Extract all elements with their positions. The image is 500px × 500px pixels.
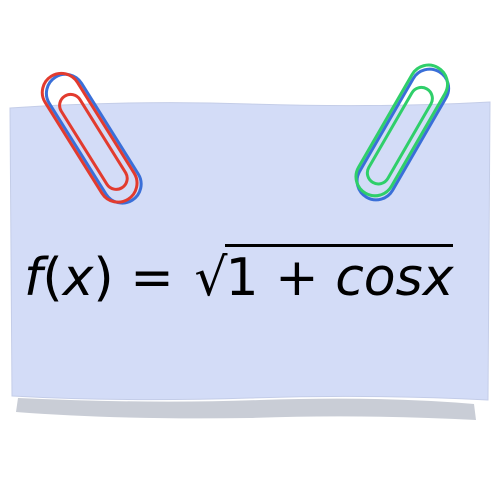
formula: f(x) = √1 + cosx	[24, 243, 484, 313]
plus-sign: +	[275, 248, 319, 308]
open-paren: (	[42, 248, 63, 308]
note-paper	[9, 101, 491, 401]
constant: 1	[225, 248, 259, 308]
close-paren: )	[93, 248, 114, 308]
left-paperclip-icon	[40, 71, 143, 205]
cos-term: cosx	[335, 248, 454, 308]
right-paperclip-icon	[354, 63, 451, 202]
function-name: f	[24, 248, 43, 308]
radical-sign: √	[194, 248, 228, 308]
radicand: 1 + cosx	[225, 244, 454, 308]
equals-sign: =	[130, 248, 174, 308]
square-root: √1 + cosx	[190, 243, 454, 313]
variable: x	[62, 248, 94, 308]
note-shadow	[16, 398, 476, 420]
